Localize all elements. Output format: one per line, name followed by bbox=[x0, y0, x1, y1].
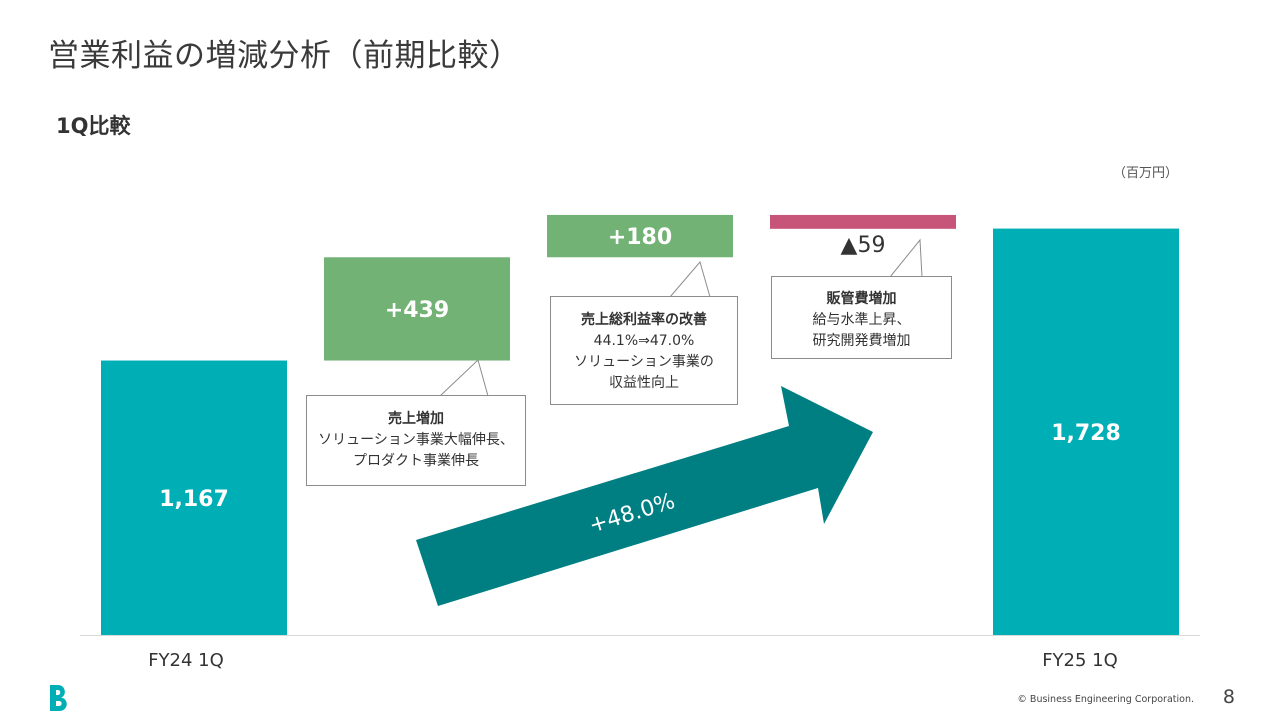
callout-line: ソリューション事業の bbox=[574, 354, 714, 370]
callout-sga-increase: 販管費増加 給与水準上昇、 研究開発費増加 bbox=[771, 276, 952, 359]
bar-total bbox=[101, 360, 287, 635]
callout-line: ソリューション事業大幅伸長、 bbox=[318, 432, 514, 448]
callout-pointer bbox=[438, 359, 489, 397]
callout-line: 給与水準上昇、 bbox=[812, 312, 911, 328]
callout-title: 販管費増加 bbox=[826, 291, 897, 307]
callout-gross-margin: 売上総利益率の改善 44.1%⇒47.0% ソリューション事業の 収益性向上 bbox=[550, 296, 738, 405]
bar-decrease bbox=[770, 214, 956, 229]
growth-arrow bbox=[416, 386, 873, 606]
bar-total bbox=[993, 228, 1179, 635]
data-label: 1,728 bbox=[1051, 421, 1121, 446]
x-tick-label: FY24 1Q bbox=[148, 650, 224, 671]
callout-line: 研究開発費増加 bbox=[812, 333, 911, 349]
company-logo-icon bbox=[50, 685, 67, 711]
callout-line: 収益性向上 bbox=[609, 375, 679, 391]
section-subtitle: 1Q比較 bbox=[56, 114, 131, 138]
callout-title: 売上増加 bbox=[388, 411, 444, 427]
unit-label: （百万円） bbox=[1112, 166, 1178, 181]
data-label: +439 bbox=[385, 298, 449, 323]
callout-line: プロダクト事業伸長 bbox=[353, 453, 479, 469]
callout-pointer bbox=[668, 260, 711, 298]
data-label: 1,167 bbox=[159, 487, 229, 512]
callout-sales-increase: 売上増加 ソリューション事業大幅伸長、 プロダクト事業伸長 bbox=[306, 395, 526, 486]
page-number: 8 bbox=[1222, 686, 1235, 708]
x-tick-label: FY25 1Q bbox=[1042, 650, 1118, 671]
data-label: ▲59 bbox=[841, 233, 886, 258]
bar-increase bbox=[547, 214, 733, 258]
callout-line: 44.1%⇒47.0% bbox=[593, 333, 695, 349]
callout-title: 売上総利益率の改善 bbox=[581, 312, 707, 328]
callout-pointer bbox=[888, 238, 923, 278]
bar-increase bbox=[324, 257, 510, 361]
page-title: 営業利益の増減分析（前期比較） bbox=[48, 38, 521, 74]
copyright-text: © Business Engineering Corporation. bbox=[1017, 694, 1194, 705]
data-label: +180 bbox=[608, 225, 672, 250]
